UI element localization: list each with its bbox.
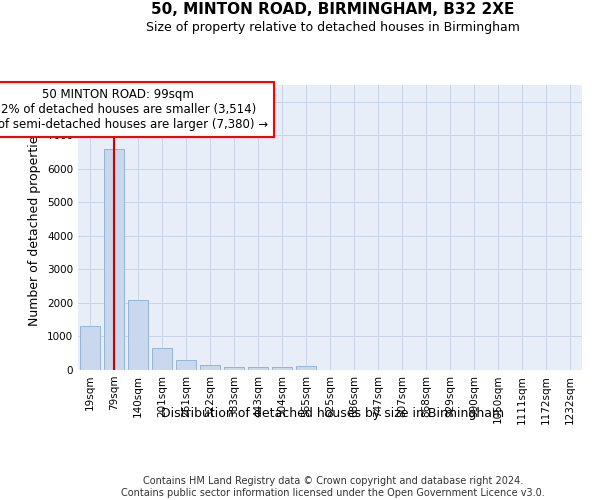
- Text: 50 MINTON ROAD: 99sqm
← 32% of detached houses are smaller (3,514)
67% of semi-d: 50 MINTON ROAD: 99sqm ← 32% of detached …: [0, 88, 268, 131]
- Y-axis label: Number of detached properties: Number of detached properties: [28, 129, 41, 326]
- Bar: [152, 348, 172, 370]
- Bar: [296, 366, 316, 370]
- Bar: [248, 368, 268, 370]
- Text: Size of property relative to detached houses in Birmingham: Size of property relative to detached ho…: [146, 22, 520, 35]
- Bar: [104, 148, 124, 370]
- Bar: [80, 326, 100, 370]
- Bar: [176, 360, 196, 370]
- Text: Contains HM Land Registry data © Crown copyright and database right 2024.: Contains HM Land Registry data © Crown c…: [143, 476, 523, 486]
- Bar: [128, 300, 148, 370]
- Text: 50, MINTON ROAD, BIRMINGHAM, B32 2XE: 50, MINTON ROAD, BIRMINGHAM, B32 2XE: [151, 2, 515, 18]
- Bar: [272, 368, 292, 370]
- Text: Distribution of detached houses by size in Birmingham: Distribution of detached houses by size …: [161, 408, 505, 420]
- Text: Contains public sector information licensed under the Open Government Licence v3: Contains public sector information licen…: [121, 488, 545, 498]
- Bar: [224, 367, 244, 370]
- Bar: [200, 366, 220, 370]
